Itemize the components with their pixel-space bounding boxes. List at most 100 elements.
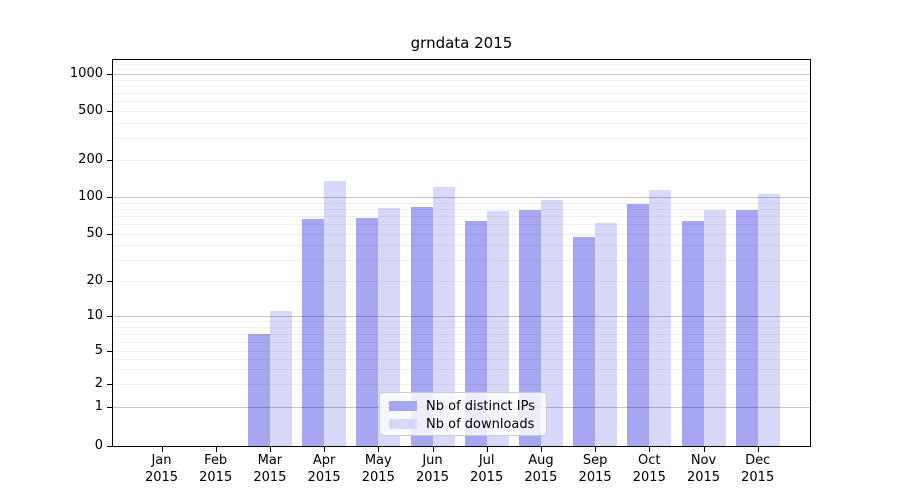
bar-downloads <box>540 199 563 446</box>
bar-distinct-ips <box>518 209 541 446</box>
y-axis-tick <box>107 234 112 235</box>
bar-downloads <box>595 222 618 446</box>
y-axis-label: 2 <box>94 376 103 391</box>
x-axis-tick <box>324 447 326 452</box>
y-axis-label: 10 <box>86 308 103 323</box>
legend-label-downloads: Nb of downloads <box>426 416 535 432</box>
bar-downloads <box>486 211 509 446</box>
minor-gridline <box>113 68 810 70</box>
bar-downloads <box>324 181 347 446</box>
minor-gridline <box>113 122 810 124</box>
minor-gridline <box>113 101 810 103</box>
x-axis-label: Nov 2015 <box>686 453 721 485</box>
x-axis-tick <box>269 447 271 452</box>
x-axis-tick <box>540 447 542 452</box>
minor-gridline <box>113 111 810 112</box>
legend-item-distinct-ips: Nb of distinct IPs <box>389 398 537 414</box>
bar-downloads <box>378 207 401 446</box>
bar-distinct-ips <box>247 334 270 446</box>
x-axis-tick <box>486 447 488 452</box>
y-axis-tick <box>107 407 112 408</box>
bar-distinct-ips <box>410 206 433 446</box>
minor-gridline <box>113 234 810 235</box>
bar-downloads <box>649 189 672 446</box>
minor-gridline <box>113 341 810 343</box>
x-axis-label: May 2015 <box>361 453 395 485</box>
bar-distinct-ips <box>302 219 325 446</box>
y-axis-tick <box>107 74 112 75</box>
y-axis-label: 0 <box>94 438 103 453</box>
legend-item-downloads: Nb of downloads <box>389 416 537 432</box>
chart-title: grndata 2015 <box>410 34 513 52</box>
bar-distinct-ips <box>681 220 704 446</box>
minor-gridline <box>113 160 810 161</box>
x-axis-tick <box>161 447 163 452</box>
minor-gridline <box>113 93 810 94</box>
y-axis-label: 5 <box>94 343 103 358</box>
minor-gridline <box>113 281 810 282</box>
y-axis-tick <box>107 160 112 161</box>
x-axis-label: Aug 2015 <box>524 453 558 485</box>
minor-gridline <box>113 138 810 140</box>
bar-distinct-ips <box>735 210 758 446</box>
minor-gridline <box>113 64 810 66</box>
minor-gridline <box>113 79 810 81</box>
bar-distinct-ips <box>464 220 487 446</box>
minor-gridline <box>113 202 810 204</box>
minor-gridline <box>113 245 810 247</box>
bar-downloads <box>703 209 726 446</box>
minor-gridline <box>113 224 810 226</box>
legend-swatch-distinct-ips <box>389 401 417 411</box>
x-axis-label: Dec 2015 <box>741 453 775 485</box>
x-axis-tick <box>757 447 759 452</box>
x-axis-label: Sep 2015 <box>578 453 612 485</box>
x-axis-tick <box>215 447 217 452</box>
y-axis-tick <box>107 446 112 447</box>
minor-gridline <box>113 321 810 323</box>
bar-distinct-ips <box>573 237 596 446</box>
x-axis-tick <box>703 447 705 452</box>
bar-downloads <box>432 187 455 446</box>
major-gridline <box>113 74 810 75</box>
minor-gridline <box>113 334 810 335</box>
x-axis-label: Jun 2015 <box>415 453 450 485</box>
y-axis-tick <box>107 351 112 352</box>
minor-gridline <box>113 384 810 385</box>
y-axis-tick <box>107 384 112 385</box>
y-axis-label: 50 <box>86 226 103 241</box>
y-axis-label: 500 <box>78 103 103 118</box>
x-axis-label: Jul 2015 <box>470 453 504 485</box>
plot-area <box>112 59 811 447</box>
bar-downloads <box>757 193 780 446</box>
x-axis-label: Feb 2015 <box>199 453 233 485</box>
minor-gridline <box>113 85 810 87</box>
legend-swatch-downloads <box>389 419 417 429</box>
minor-gridline <box>113 351 810 352</box>
x-axis-label: Apr 2015 <box>307 453 341 485</box>
x-axis-label: Mar 2015 <box>253 453 287 485</box>
bar-distinct-ips <box>627 203 650 446</box>
x-axis-tick <box>595 447 597 452</box>
bar-distinct-ips <box>356 217 379 446</box>
x-axis-tick <box>378 447 380 452</box>
minor-gridline <box>113 369 810 371</box>
y-axis-label: 100 <box>78 189 103 204</box>
minor-gridline <box>113 260 810 262</box>
bar-downloads <box>269 311 292 446</box>
y-axis-tick <box>107 197 112 198</box>
major-gridline <box>113 316 810 317</box>
minor-gridline <box>113 327 810 329</box>
x-axis-label: Jan 2015 <box>144 453 179 485</box>
y-axis-label: 20 <box>86 273 103 288</box>
x-axis-tick <box>432 447 434 452</box>
minor-gridline <box>113 208 810 210</box>
minor-gridline <box>113 216 810 217</box>
legend-label-distinct-ips: Nb of distinct IPs <box>426 398 535 414</box>
minor-gridline <box>113 359 810 360</box>
y-axis-label: 1 <box>94 399 103 414</box>
major-gridline <box>113 197 810 198</box>
legend: Nb of distinct IPs Nb of downloads <box>379 392 547 436</box>
y-axis-tick <box>107 111 112 112</box>
y-axis-tick <box>107 316 112 317</box>
